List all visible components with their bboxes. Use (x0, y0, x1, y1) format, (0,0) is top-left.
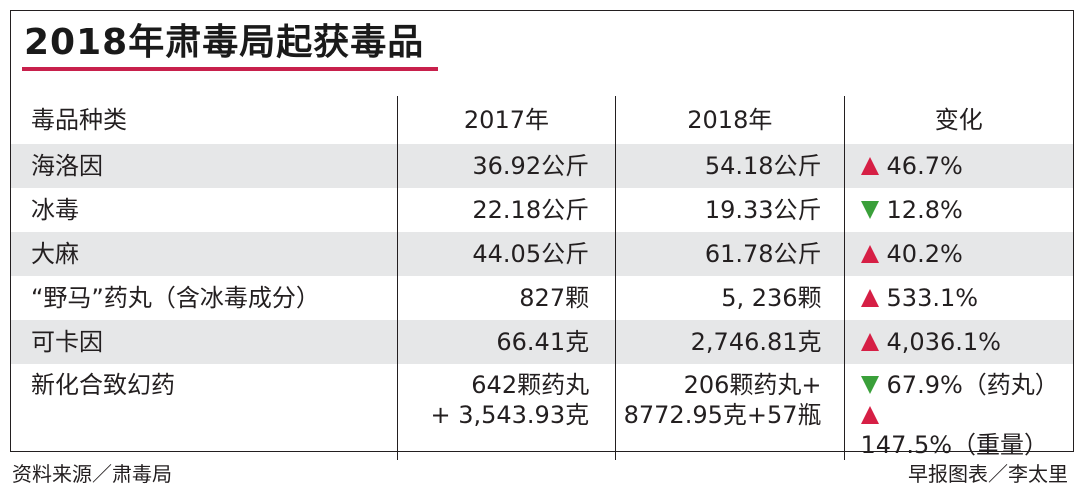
cell-change: 12.8% (843, 188, 1073, 232)
cell-2018: 5, 236颗 (615, 276, 845, 320)
page-title: 2018年肃毒局起获毒品 (24, 22, 425, 63)
cell-2018: 54.18公斤 (615, 144, 845, 188)
cell-change: 40.2% (843, 232, 1073, 276)
up-triangle-icon (860, 333, 879, 351)
change-value: 12.8% (886, 196, 963, 224)
graphic-credit: 早报图表／李太里 (908, 462, 1068, 486)
cell-2017: 36.92公斤 (396, 144, 616, 188)
cell-change: 46.7% (843, 144, 1073, 188)
up-triangle-icon (860, 157, 879, 175)
up-triangle-icon (860, 289, 879, 307)
table-row: 新化合致幻药 642颗药丸 + 3,543.93克 206颗药丸+ 8772.9… (11, 364, 1073, 460)
header-2017: 2017年 (396, 96, 616, 144)
title-underline (22, 67, 438, 71)
cell-2018: 2,746.81克 (615, 320, 845, 364)
table-row: 大麻 44.05公斤 61.78公斤 40.2% (11, 232, 1073, 276)
cell-change: 67.9%（药丸） 147.5%（重量） (843, 364, 1073, 460)
cell-drug: 冰毒 (31, 196, 79, 224)
table-header-row: 毒品种类 2017年 2018年 变化 (11, 96, 1073, 144)
cell-drug: 新化合致幻药 (31, 371, 175, 399)
cell-2018: 61.78公斤 (615, 232, 845, 276)
header-2018: 2018年 (615, 96, 845, 144)
source-note: 资料来源／肃毒局 (12, 462, 172, 486)
change-line1: 67.9%（药丸） (860, 370, 1073, 400)
header-drug-type: 毒品种类 (31, 106, 127, 134)
change-line2: 147.5%（重量） (860, 400, 1073, 460)
change-value: 40.2% (886, 240, 963, 268)
change-value: 147.5%（重量） (860, 431, 1049, 459)
cell-2017: 22.18公斤 (396, 188, 616, 232)
cell-2018-line2: 8772.95克+57瓶 (623, 401, 822, 429)
cell-2017-line1: 642颗药丸 (471, 371, 590, 399)
change-value: 4,036.1% (886, 328, 1001, 356)
cell-change: 533.1% (843, 276, 1073, 320)
change-value: 533.1% (886, 284, 979, 312)
cell-2017: 44.05公斤 (396, 232, 616, 276)
cell-drug: “野马”药丸（含冰毒成分） (31, 284, 320, 312)
table-row: 冰毒 22.18公斤 19.33公斤 12.8% (11, 188, 1073, 232)
table-row: 可卡因 66.41克 2,746.81克 4,036.1% (11, 320, 1073, 364)
down-triangle-icon (860, 201, 879, 219)
cell-2017: 66.41克 (396, 320, 616, 364)
table-row: “野马”药丸（含冰毒成分） 827颗 5, 236颗 533.1% (11, 276, 1073, 320)
down-triangle-icon (860, 376, 879, 394)
cell-2017: 642颗药丸 + 3,543.93克 (396, 364, 616, 460)
header-change: 变化 (843, 96, 1073, 144)
drug-seizure-table: 毒品种类 2017年 2018年 变化 海洛因 36.92公斤 54.18公斤 … (11, 96, 1073, 460)
up-triangle-icon (860, 406, 879, 424)
cell-change: 4,036.1% (843, 320, 1073, 364)
cell-2017: 827颗 (396, 276, 616, 320)
cell-2018: 206颗药丸+ 8772.95克+57瓶 (615, 364, 845, 460)
table-row: 海洛因 36.92公斤 54.18公斤 46.7% (11, 144, 1073, 188)
cell-drug: 大麻 (11, 232, 398, 276)
cell-2018: 19.33公斤 (615, 188, 845, 232)
change-value: 67.9%（药丸） (886, 371, 1059, 399)
cell-2018-line1: 206颗药丸+ (683, 371, 822, 399)
cell-2017-line2: + 3,543.93克 (430, 401, 590, 429)
cell-drug: 海洛因 (11, 144, 398, 188)
change-value: 46.7% (886, 152, 963, 180)
cell-drug: 可卡因 (11, 320, 398, 364)
up-triangle-icon (860, 245, 879, 263)
